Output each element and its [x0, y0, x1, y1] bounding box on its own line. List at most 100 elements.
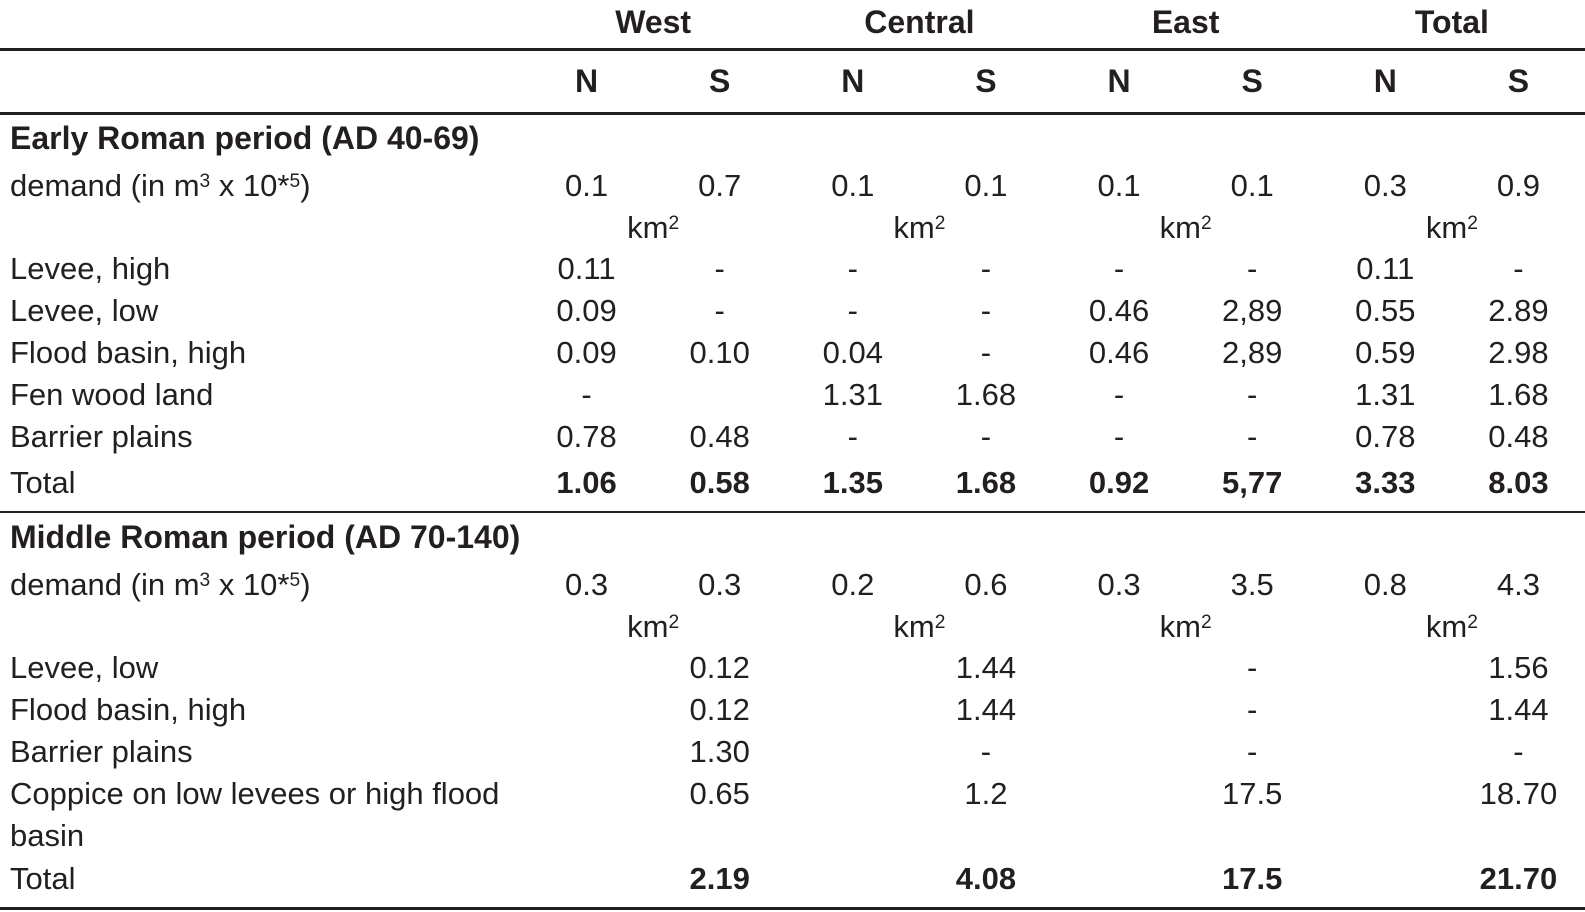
- group-header-total: Total: [1318, 0, 1585, 51]
- subheader-east-n: N: [1052, 49, 1186, 115]
- value-cell: [1319, 731, 1452, 773]
- row-label: Levee, high: [10, 251, 171, 286]
- total-value-cell: 1.35: [822, 465, 883, 500]
- value-cell: 17.5: [1222, 776, 1283, 811]
- subheader-central-n: N: [786, 49, 920, 115]
- demand-superscript-3: 3: [199, 570, 211, 592]
- value-cell: 0.1: [1230, 168, 1274, 203]
- value-cell: -: [980, 419, 992, 454]
- value-cell: 0.12: [689, 692, 750, 727]
- value-cell: 0.11: [1356, 251, 1415, 286]
- value-cell: 1.2: [964, 776, 1008, 811]
- value-cell: 0.65: [689, 776, 750, 811]
- subheader-west-s: S: [653, 49, 787, 115]
- value-cell: 0.48: [1488, 419, 1549, 454]
- empty-cell: [0, 606, 520, 647]
- row-label: Fen wood land: [10, 377, 214, 412]
- value-cell: -: [847, 293, 858, 328]
- unit-superscript: 2: [934, 212, 946, 234]
- table-row-flood-basin-high: Flood basin, high 0.12 1.44 - 1.44: [0, 689, 1585, 731]
- unit-text: km: [1425, 209, 1468, 245]
- unit-text: km: [1425, 608, 1468, 644]
- total-value-cell: 0.92: [1088, 465, 1150, 500]
- value-cell: 3.5: [1230, 567, 1274, 602]
- total-value-cell: [1318, 857, 1452, 910]
- subheader-east-s: S: [1185, 49, 1319, 115]
- value-cell: 1.30: [689, 734, 750, 769]
- value-cell: -: [1113, 251, 1125, 286]
- unit-superscript: 2: [934, 611, 946, 633]
- value-cell: 0.11: [557, 251, 616, 286]
- value-cell: 0.04: [822, 335, 883, 370]
- value-cell: -: [1247, 692, 1258, 727]
- unit-cell-central: km2: [786, 606, 1052, 647]
- unit-superscript: 2: [668, 611, 680, 633]
- table-row-levee-low: Levee, low 0.09 - - - 0.46 2,89 0.55 2.8…: [0, 290, 1585, 332]
- value-cell: 4.3: [1496, 567, 1540, 602]
- value-cell: -: [1513, 251, 1524, 286]
- unit-superscript: 2: [1200, 212, 1212, 234]
- row-label: Barrier plains: [10, 734, 193, 769]
- value-cell: -: [1247, 419, 1258, 454]
- value-cell: 0.12: [689, 650, 750, 685]
- unit-text: km: [893, 209, 935, 245]
- unit-cell-east: km2: [1053, 207, 1319, 248]
- demand-label-text: ): [300, 567, 311, 602]
- value-cell: 0.1: [964, 168, 1008, 203]
- unit-cell-west: km2: [520, 606, 786, 647]
- value-cell: 1.68: [1488, 377, 1549, 412]
- value-cell: [1319, 773, 1452, 857]
- value-cell: 1.44: [955, 692, 1017, 727]
- unit-text: km: [1159, 209, 1201, 245]
- unit-superscript: 2: [1467, 212, 1478, 234]
- value-cell: -: [980, 293, 992, 328]
- value-cell: -: [1113, 419, 1125, 454]
- row-label: Levee, low: [10, 650, 159, 685]
- value-cell: 0.59: [1355, 335, 1416, 370]
- subheader-central-s: S: [919, 49, 1053, 115]
- value-cell: 0.9: [1496, 168, 1540, 203]
- demand-row: demand (in m3 x 10*5) 0.3 0.3 0.2 0.6 0.…: [0, 564, 1585, 606]
- row-label-demand: demand (in m3 x 10*5): [0, 564, 520, 606]
- value-cell: 2,89: [1222, 293, 1283, 328]
- row-label-demand: demand (in m3 x 10*5): [0, 165, 520, 207]
- value-cell: -: [1247, 377, 1258, 412]
- value-cell: 0.3: [698, 567, 742, 602]
- value-cell: 0.3: [1363, 168, 1407, 203]
- table-row-barrier-plains: Barrier plains 0.78 0.48 - - - - 0.78 0.…: [0, 416, 1585, 458]
- value-cell: [520, 689, 653, 731]
- value-cell: 18.70: [1479, 776, 1558, 811]
- value-cell: 2.98: [1488, 335, 1549, 370]
- value-cell: 0.3: [565, 567, 609, 602]
- row-label: Coppice on low levees or high flood basi…: [10, 776, 500, 853]
- value-cell: [520, 647, 653, 689]
- demand-superscript-5: 5: [289, 570, 301, 592]
- unit-cell-east: km2: [1053, 606, 1319, 647]
- value-cell: 0.78: [1355, 419, 1416, 454]
- total-value-cell: 17.5: [1185, 857, 1319, 910]
- unit-superscript: 2: [668, 212, 680, 234]
- value-cell: 0.6: [964, 567, 1008, 602]
- value-cell: [786, 773, 919, 857]
- value-cell: 0.7: [698, 168, 742, 203]
- row-label: Flood basin, high: [10, 335, 247, 370]
- value-cell: 0.46: [1088, 335, 1150, 370]
- value-cell: 0.8: [1363, 567, 1407, 602]
- value-cell: -: [714, 293, 725, 328]
- value-cell: 0.1: [565, 168, 609, 203]
- value-cell: -: [1247, 734, 1258, 769]
- unit-cell-central: km2: [786, 207, 1052, 248]
- row-label: Barrier plains: [10, 419, 193, 454]
- row-label-total: Total: [10, 465, 76, 500]
- unit-cell-west: km2: [520, 207, 786, 248]
- total-value-cell: 2.19: [653, 857, 787, 910]
- section-title-early-roman: Early Roman period (AD 40-69): [10, 120, 480, 156]
- unit-superscript: 2: [1200, 611, 1212, 633]
- demand-row: demand (in m3 x 10*5) 0.1 0.7 0.1 0.1 0.…: [0, 165, 1585, 207]
- unit-superscript: 2: [1467, 611, 1478, 633]
- subheader-total-n: N: [1318, 49, 1452, 115]
- unit-row: km2 km2 km2 km2: [0, 207, 1585, 248]
- value-cell: -: [581, 377, 592, 412]
- total-value-cell: [786, 857, 920, 910]
